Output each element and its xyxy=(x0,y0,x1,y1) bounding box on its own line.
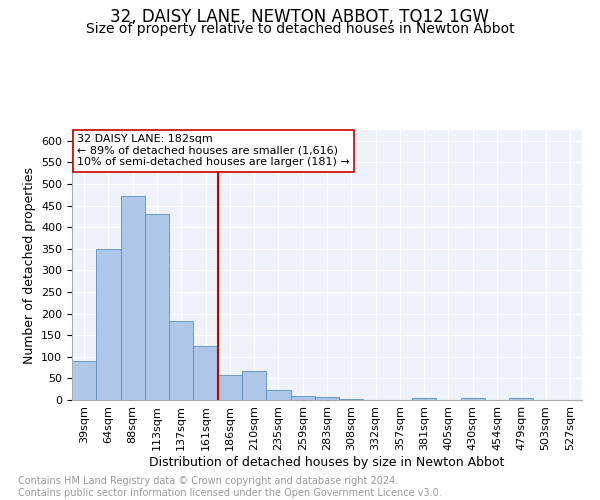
Bar xyxy=(412,398,436,400)
Bar xyxy=(242,370,266,400)
Bar xyxy=(145,214,169,400)
Bar xyxy=(72,361,96,400)
Bar xyxy=(461,398,485,400)
Bar xyxy=(193,346,218,400)
Bar xyxy=(509,398,533,400)
Bar xyxy=(290,396,315,400)
Bar xyxy=(339,399,364,400)
Bar xyxy=(315,398,339,400)
Bar xyxy=(121,196,145,400)
Bar xyxy=(266,390,290,400)
Bar xyxy=(218,376,242,400)
Text: Contains HM Land Registry data © Crown copyright and database right 2024.
Contai: Contains HM Land Registry data © Crown c… xyxy=(18,476,442,498)
Text: 32 DAISY LANE: 182sqm
← 89% of detached houses are smaller (1,616)
10% of semi-d: 32 DAISY LANE: 182sqm ← 89% of detached … xyxy=(77,134,350,167)
X-axis label: Distribution of detached houses by size in Newton Abbot: Distribution of detached houses by size … xyxy=(149,456,505,468)
Text: Size of property relative to detached houses in Newton Abbot: Size of property relative to detached ho… xyxy=(86,22,514,36)
Y-axis label: Number of detached properties: Number of detached properties xyxy=(23,166,35,364)
Text: 32, DAISY LANE, NEWTON ABBOT, TQ12 1GW: 32, DAISY LANE, NEWTON ABBOT, TQ12 1GW xyxy=(110,8,490,26)
Bar xyxy=(169,320,193,400)
Bar xyxy=(96,249,121,400)
